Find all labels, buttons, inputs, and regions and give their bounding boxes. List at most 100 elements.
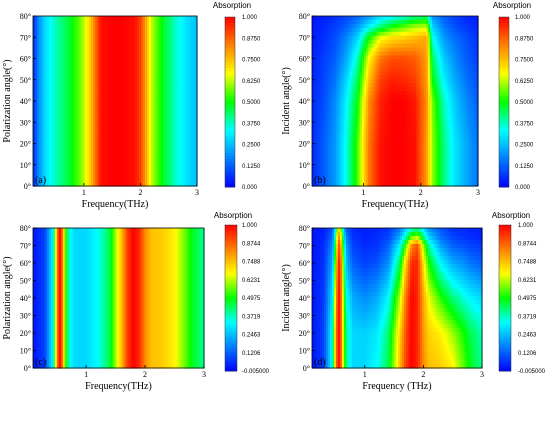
heatmap-cell: [374, 47, 377, 53]
heatmap-cell: [33, 170, 36, 175]
heatmap-cell: [115, 122, 118, 128]
heatmap-cell: [179, 67, 182, 72]
heatmap-cell: [346, 39, 349, 45]
heatmap-cell: [177, 114, 180, 120]
heatmap-cell: [454, 59, 457, 65]
heatmap-cell: [75, 102, 78, 108]
heatmap-cell: [177, 27, 180, 33]
heatmap-cell: [83, 63, 86, 68]
heatmap-cell: [111, 126, 114, 132]
heatmap-cell: [71, 39, 74, 45]
heatmap-cell: [121, 23, 124, 29]
heatmap-cell: [87, 174, 90, 179]
heatmap-cell: [189, 59, 192, 65]
heatmap-cell: [185, 67, 188, 72]
heatmap-cell: [334, 63, 337, 68]
heatmap-cell: [111, 110, 114, 116]
heatmap-cell: [169, 67, 172, 72]
heatmap-cell: [179, 146, 182, 152]
heatmap-cell: [137, 162, 140, 167]
heatmap-cell: [330, 75, 333, 80]
heatmap-cell: [125, 110, 128, 116]
heatmap-cell: [99, 39, 102, 45]
heatmap-cell: [125, 67, 128, 72]
heatmap-cell: [476, 19, 479, 25]
heatmap-cell: [103, 27, 106, 33]
heatmap-cell: [169, 43, 172, 49]
heatmap-cell: [336, 75, 339, 80]
heatmap-cell: [149, 43, 152, 49]
heatmap-cell: [177, 130, 180, 136]
heatmap-cell: [193, 106, 196, 112]
heatmap-cell: [179, 83, 182, 88]
heatmap-cell: [35, 130, 38, 136]
heatmap-cell: [61, 59, 64, 65]
heatmap-cell: [137, 130, 140, 136]
heatmap-cell: [39, 158, 42, 163]
heatmap-cell: [428, 55, 431, 61]
heatmap-cell: [149, 31, 152, 37]
heatmap-cell: [91, 91, 94, 96]
heatmap-cell: [165, 35, 168, 41]
heatmap-cell: [153, 47, 156, 53]
heatmap-cell: [41, 16, 44, 21]
heatmap-cell: [400, 55, 403, 61]
heatmap-cell: [368, 35, 371, 41]
heatmap-cell: [137, 146, 140, 152]
heatmap-cell: [87, 87, 90, 92]
heatmap-cell: [390, 63, 393, 68]
heatmap-cell: [316, 31, 319, 37]
heatmap-cell: [191, 31, 194, 37]
heatmap-cell: [145, 27, 148, 33]
heatmap-cell: [49, 55, 52, 61]
heatmap-cell: [322, 19, 325, 25]
heatmap-cell: [376, 67, 379, 72]
heatmap-cell: [167, 154, 170, 159]
heatmap-cell: [119, 43, 122, 49]
heatmap-cell: [386, 19, 389, 25]
heatmap-cell: [67, 154, 70, 159]
heatmap-cell: [189, 122, 192, 128]
heatmap-cell: [334, 59, 337, 65]
heatmap-cell: [414, 71, 417, 76]
heatmap-cell: [410, 31, 413, 37]
heatmap-cell: [37, 174, 40, 179]
heatmap-cell: [153, 55, 156, 61]
heatmap-cell: [95, 158, 98, 163]
heatmap-cell: [59, 110, 62, 116]
heatmap-cell: [356, 79, 359, 84]
heatmap-cell: [410, 23, 413, 29]
heatmap-cell: [55, 130, 58, 136]
heatmap-cell: [390, 16, 393, 21]
heatmap-cell: [69, 178, 72, 183]
heatmap-cell: [131, 114, 134, 120]
heatmap-cell: [151, 138, 154, 144]
heatmap-cell: [41, 114, 44, 120]
colorbar-segment: [225, 136, 235, 140]
heatmap-cell: [57, 130, 60, 136]
heatmap-cell: [191, 150, 194, 155]
heatmap-cell: [83, 178, 86, 183]
colorbar-tick-label: 0.7500: [242, 58, 261, 64]
heatmap-cell: [105, 114, 108, 120]
heatmap-cell: [43, 170, 46, 175]
heatmap-cell: [93, 154, 96, 159]
heatmap-cell: [59, 31, 62, 37]
heatmap-cell: [438, 67, 441, 72]
heatmap-cell: [440, 39, 443, 45]
heatmap-cell: [39, 95, 42, 100]
heatmap-cell: [169, 16, 172, 21]
heatmap-cell: [177, 39, 180, 45]
heatmap-cell: [97, 114, 100, 120]
heatmap-cell: [326, 16, 329, 21]
heatmap-cell: [87, 95, 90, 100]
heatmap-cell: [113, 130, 116, 136]
heatmap-cell: [127, 27, 130, 33]
heatmap-cell: [169, 71, 172, 76]
heatmap-cell: [177, 47, 180, 53]
heatmap-cell: [320, 55, 323, 61]
heatmap-cell: [410, 35, 413, 41]
heatmap-cell: [35, 67, 38, 72]
heatmap-cell: [185, 31, 188, 37]
heatmap-cell: [93, 83, 96, 88]
